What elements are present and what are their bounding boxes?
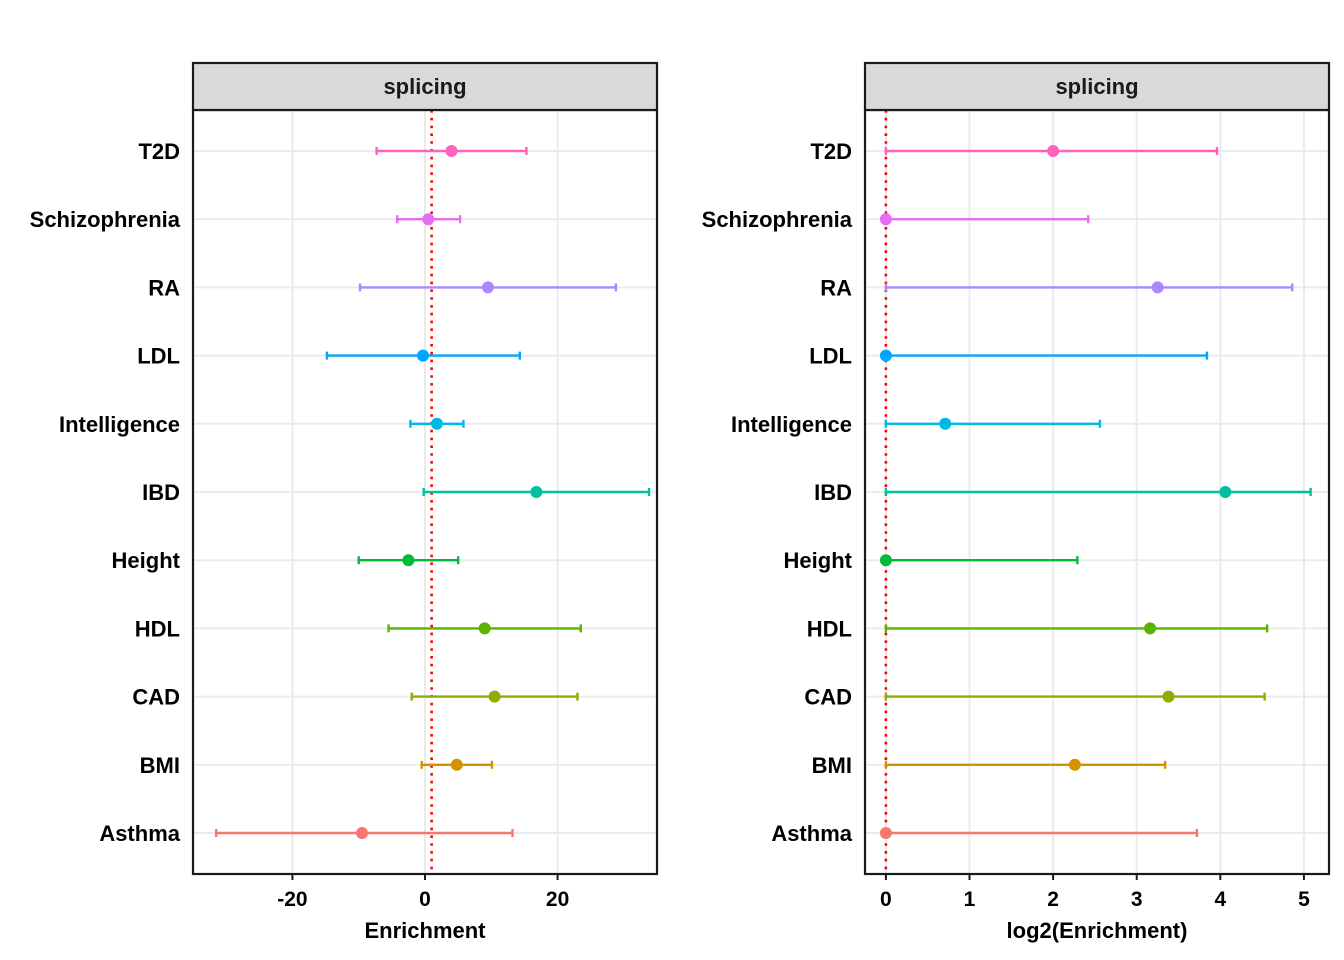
y-tick-label: T2D	[138, 139, 180, 164]
y-tick-label: Intelligence	[59, 412, 180, 437]
point-cad	[488, 690, 501, 703]
facet-strip-label: splicing	[383, 74, 466, 99]
point-height	[402, 554, 415, 567]
point-schizophrenia	[422, 213, 435, 226]
point-t2d	[445, 145, 458, 157]
point-bmi	[1068, 758, 1081, 771]
point-bmi	[450, 758, 463, 771]
point-ra	[1151, 281, 1164, 294]
point-hdl	[1144, 622, 1157, 635]
facet-strip	[191, 61, 659, 112]
x-tick-label: 4	[1214, 888, 1226, 911]
point-asthma	[356, 827, 369, 839]
y-tick-label: IBD	[142, 480, 180, 505]
point-t2d	[1047, 145, 1060, 157]
y-tick-label: RA	[148, 275, 180, 300]
point-ibd	[530, 486, 543, 498]
y-tick-label: CAD	[804, 685, 852, 710]
x-axis-title: log2(Enrichment)	[1007, 918, 1188, 943]
log2-enrichment-panel: splicing Asthma BMI CAD HDL Height IBD Intelli…	[702, 61, 1331, 943]
y-tick-label: Schizophrenia	[30, 207, 181, 232]
y-tick-label: LDL	[809, 344, 852, 369]
x-axis-title: Enrichment	[364, 918, 486, 943]
y-tick-label: LDL	[137, 344, 180, 369]
point-height	[879, 554, 892, 567]
x-tick-label: 0	[880, 888, 892, 911]
point-schizophrenia	[879, 213, 892, 226]
point-asthma	[879, 827, 892, 839]
x-tick-label: -20	[277, 888, 307, 911]
y-tick-label: Height	[784, 548, 853, 573]
point-hdl	[478, 622, 491, 635]
y-tick-label: BMI	[140, 753, 180, 778]
y-tick-label: HDL	[135, 616, 180, 641]
y-tick-label: HDL	[807, 616, 852, 641]
y-tick-label: Asthma	[771, 821, 852, 846]
y-tick-label: Intelligence	[731, 412, 852, 437]
enrichment-panel: splicing Asthma BMI CAD HDL Height IBD Intelli…	[30, 61, 659, 943]
point-ldl	[417, 349, 430, 362]
point-ldl	[879, 349, 892, 362]
y-tick-label: Schizophrenia	[702, 207, 853, 232]
y-tick-label: CAD	[132, 685, 180, 710]
point-intelligence	[430, 417, 443, 430]
y-tick-label: RA	[820, 275, 852, 300]
x-tick-label: 20	[546, 888, 569, 911]
x-tick-label: 0	[419, 888, 431, 911]
y-tick-label: IBD	[814, 480, 852, 505]
point-intelligence	[939, 417, 952, 430]
y-tick-label: T2D	[810, 139, 852, 164]
point-ra	[481, 281, 494, 294]
x-tick-label: 1	[964, 888, 976, 911]
y-tick-label: BMI	[812, 753, 852, 778]
x-tick-label: 3	[1131, 888, 1143, 911]
point-ibd	[1219, 486, 1232, 498]
facet-strip	[863, 61, 1331, 112]
y-tick-label: Height	[112, 548, 181, 573]
facet-strip-label: splicing	[1055, 74, 1138, 99]
x-tick-label: 5	[1298, 888, 1310, 911]
x-tick-label: 2	[1047, 888, 1059, 911]
y-tick-label: Asthma	[99, 821, 180, 846]
point-cad	[1162, 690, 1175, 703]
